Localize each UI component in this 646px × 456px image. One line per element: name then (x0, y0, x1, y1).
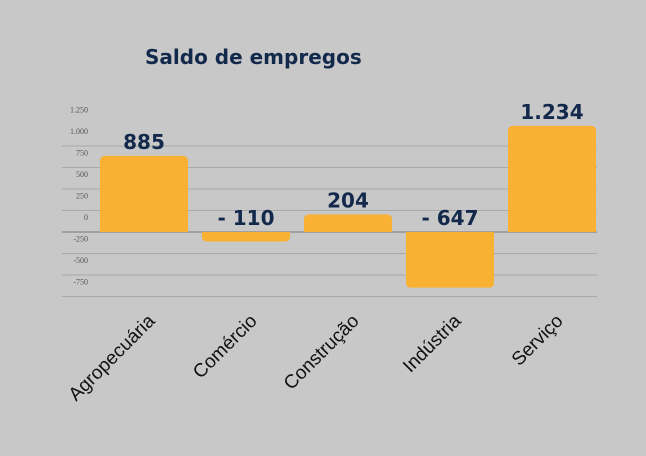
x-tick-label: Serviço (508, 311, 568, 371)
bar (508, 125, 596, 232)
y-tick-label: 750 (76, 149, 88, 158)
y-tick-label: -750 (73, 278, 88, 287)
y-tick-label: -250 (73, 235, 88, 244)
y-tick-label: -500 (73, 256, 88, 265)
data-label: - 647 (421, 206, 478, 230)
y-tick-label: 1.000 (70, 127, 88, 136)
y-tick-label: 250 (76, 192, 88, 201)
data-label: - 110 (217, 206, 274, 230)
y-tick-label: 1.250 (70, 106, 88, 115)
bar (202, 232, 290, 242)
x-tick-label: Indústria (399, 310, 466, 377)
y-tick-label: 500 (76, 170, 88, 179)
data-label: 204 (327, 188, 369, 212)
data-label: 1.234 (520, 100, 583, 124)
data-label: 885 (123, 130, 165, 154)
bar (304, 214, 392, 232)
x-tick-label: Agropecuária (65, 310, 160, 405)
bar (406, 232, 494, 288)
bar (100, 155, 188, 232)
x-tick-label: Construção (280, 311, 364, 395)
chart-title: Saldo de empregos (145, 45, 362, 69)
x-tick-label: Comércio (189, 311, 261, 383)
y-tick-label: 0 (84, 213, 88, 222)
